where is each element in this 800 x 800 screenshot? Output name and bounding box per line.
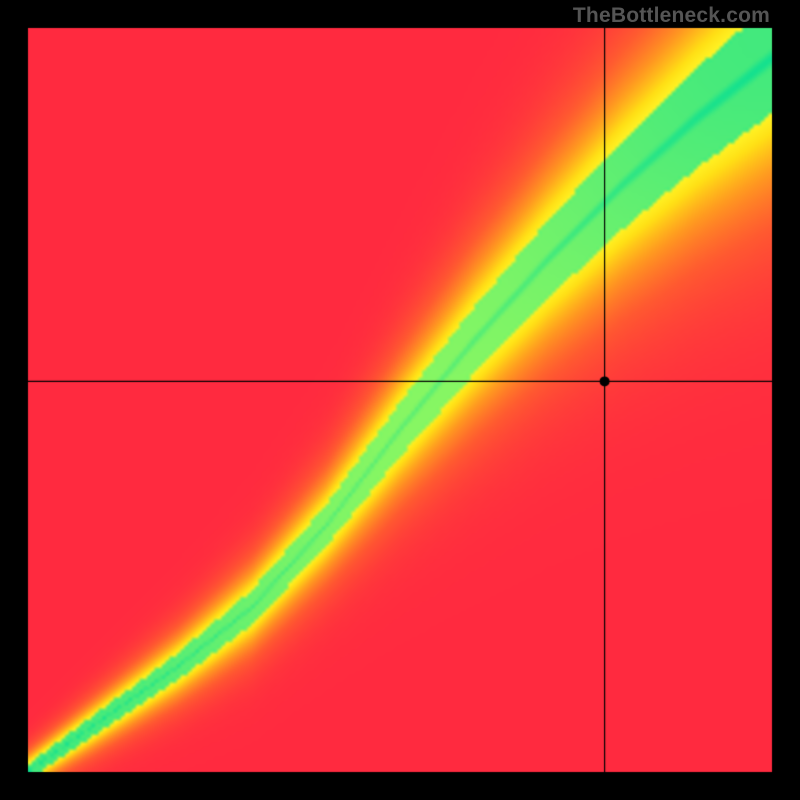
chart-container: TheBottleneck.com bbox=[0, 0, 800, 800]
bottleneck-heatmap bbox=[0, 0, 800, 800]
watermark-text: TheBottleneck.com bbox=[573, 4, 770, 28]
